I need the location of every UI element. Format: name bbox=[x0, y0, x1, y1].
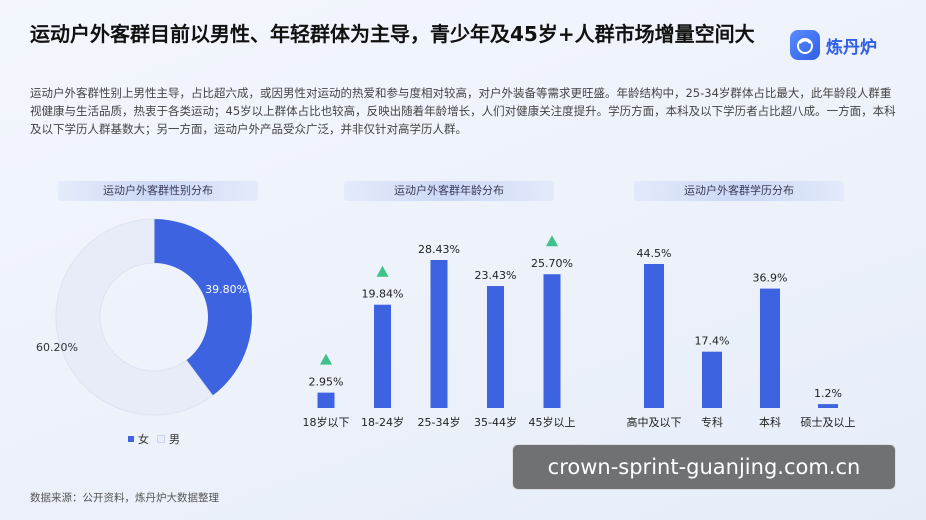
education-value-label-2: 36.9% bbox=[753, 272, 788, 285]
age-bar-chart: 2.95% 18岁以下 19.84% 18-24岁 28.43% 25-34岁 23.43%… bbox=[303, 235, 576, 429]
brand-logo: 炼丹炉 bbox=[790, 30, 877, 60]
age-bar-4 bbox=[543, 274, 561, 408]
education-bar-1 bbox=[702, 351, 722, 408]
age-value-label-1: 19.84% bbox=[362, 288, 404, 301]
education-category-label-1: 专科 bbox=[701, 415, 723, 429]
education-category-label-2: 本科 bbox=[759, 415, 781, 429]
age-category-label-2: 25-34岁 bbox=[418, 415, 461, 429]
legend-swatch-male bbox=[157, 435, 165, 443]
education-category-label-0: 高中及以下 bbox=[627, 415, 682, 429]
watermark: crown-sprint-guanjing.com.cn bbox=[512, 444, 896, 490]
education-chart-title: 运动户外客群学历分布 bbox=[634, 181, 844, 201]
legend-swatch-female bbox=[128, 436, 134, 442]
donut-label-female: 39.80% bbox=[205, 283, 247, 296]
education-bar-0 bbox=[644, 264, 664, 408]
age-value-label-2: 28.43% bbox=[418, 243, 460, 256]
age-growth-triangle-0 bbox=[320, 353, 332, 365]
education-bar-2 bbox=[760, 288, 780, 408]
education-bar-3 bbox=[818, 404, 838, 408]
legend-label-female: 女 bbox=[138, 433, 149, 446]
donut-slice-male bbox=[55, 218, 214, 416]
intro-paragraph: 运动户外客群性别上男性主导，占比超六成，或因男性对运动的热爱和参与度相对较高，对… bbox=[30, 86, 896, 136]
age-growth-triangle-1 bbox=[376, 265, 389, 277]
education-bar-chart: 44.5% 高中及以下 17.4% 专科 36.9% 本科 1.2% 硕士及以上 bbox=[627, 247, 856, 429]
age-bar-1 bbox=[374, 304, 391, 408]
logo-icon bbox=[790, 30, 820, 60]
page-title: 运动户外客群目前以男性、年轻群体为主导，青少年及45岁+人群市场增量空间大 bbox=[30, 22, 755, 46]
age-value-label-0: 2.95% bbox=[309, 376, 344, 389]
age-growth-triangle-4 bbox=[546, 235, 558, 247]
age-category-label-1: 18-24岁 bbox=[361, 415, 404, 429]
education-value-label-3: 1.2% bbox=[814, 387, 842, 400]
legend-label-male: 男 bbox=[169, 433, 180, 446]
age-bar-3 bbox=[487, 286, 504, 408]
gender-chart-title: 运动户外客群性别分布 bbox=[58, 181, 258, 201]
age-category-label-4: 45岁以上 bbox=[529, 415, 576, 429]
education-value-label-1: 17.4% bbox=[695, 335, 730, 348]
education-value-label-0: 44.5% bbox=[637, 247, 672, 260]
donut-label-male: 60.20% bbox=[36, 341, 78, 354]
age-category-label-0: 18岁以下 bbox=[303, 415, 350, 429]
logo-text: 炼丹炉 bbox=[826, 37, 877, 58]
age-chart-title: 运动户外客群年龄分布 bbox=[344, 181, 554, 201]
age-value-label-4: 25.70% bbox=[531, 257, 573, 270]
gender-legend: 女 男 bbox=[128, 431, 180, 447]
donut-slice-female bbox=[154, 219, 252, 396]
education-category-label-3: 硕士及以上 bbox=[801, 416, 856, 429]
age-bar-2 bbox=[430, 260, 448, 408]
gender-donut-chart: 39.80% 60.20% bbox=[36, 218, 252, 416]
age-value-label-3: 23.43% bbox=[475, 269, 517, 282]
age-category-label-3: 35-44岁 bbox=[474, 415, 517, 429]
data-source: 数据来源：公开资料，炼丹炉大数据整理 bbox=[30, 492, 219, 504]
age-bar-0 bbox=[317, 392, 335, 408]
